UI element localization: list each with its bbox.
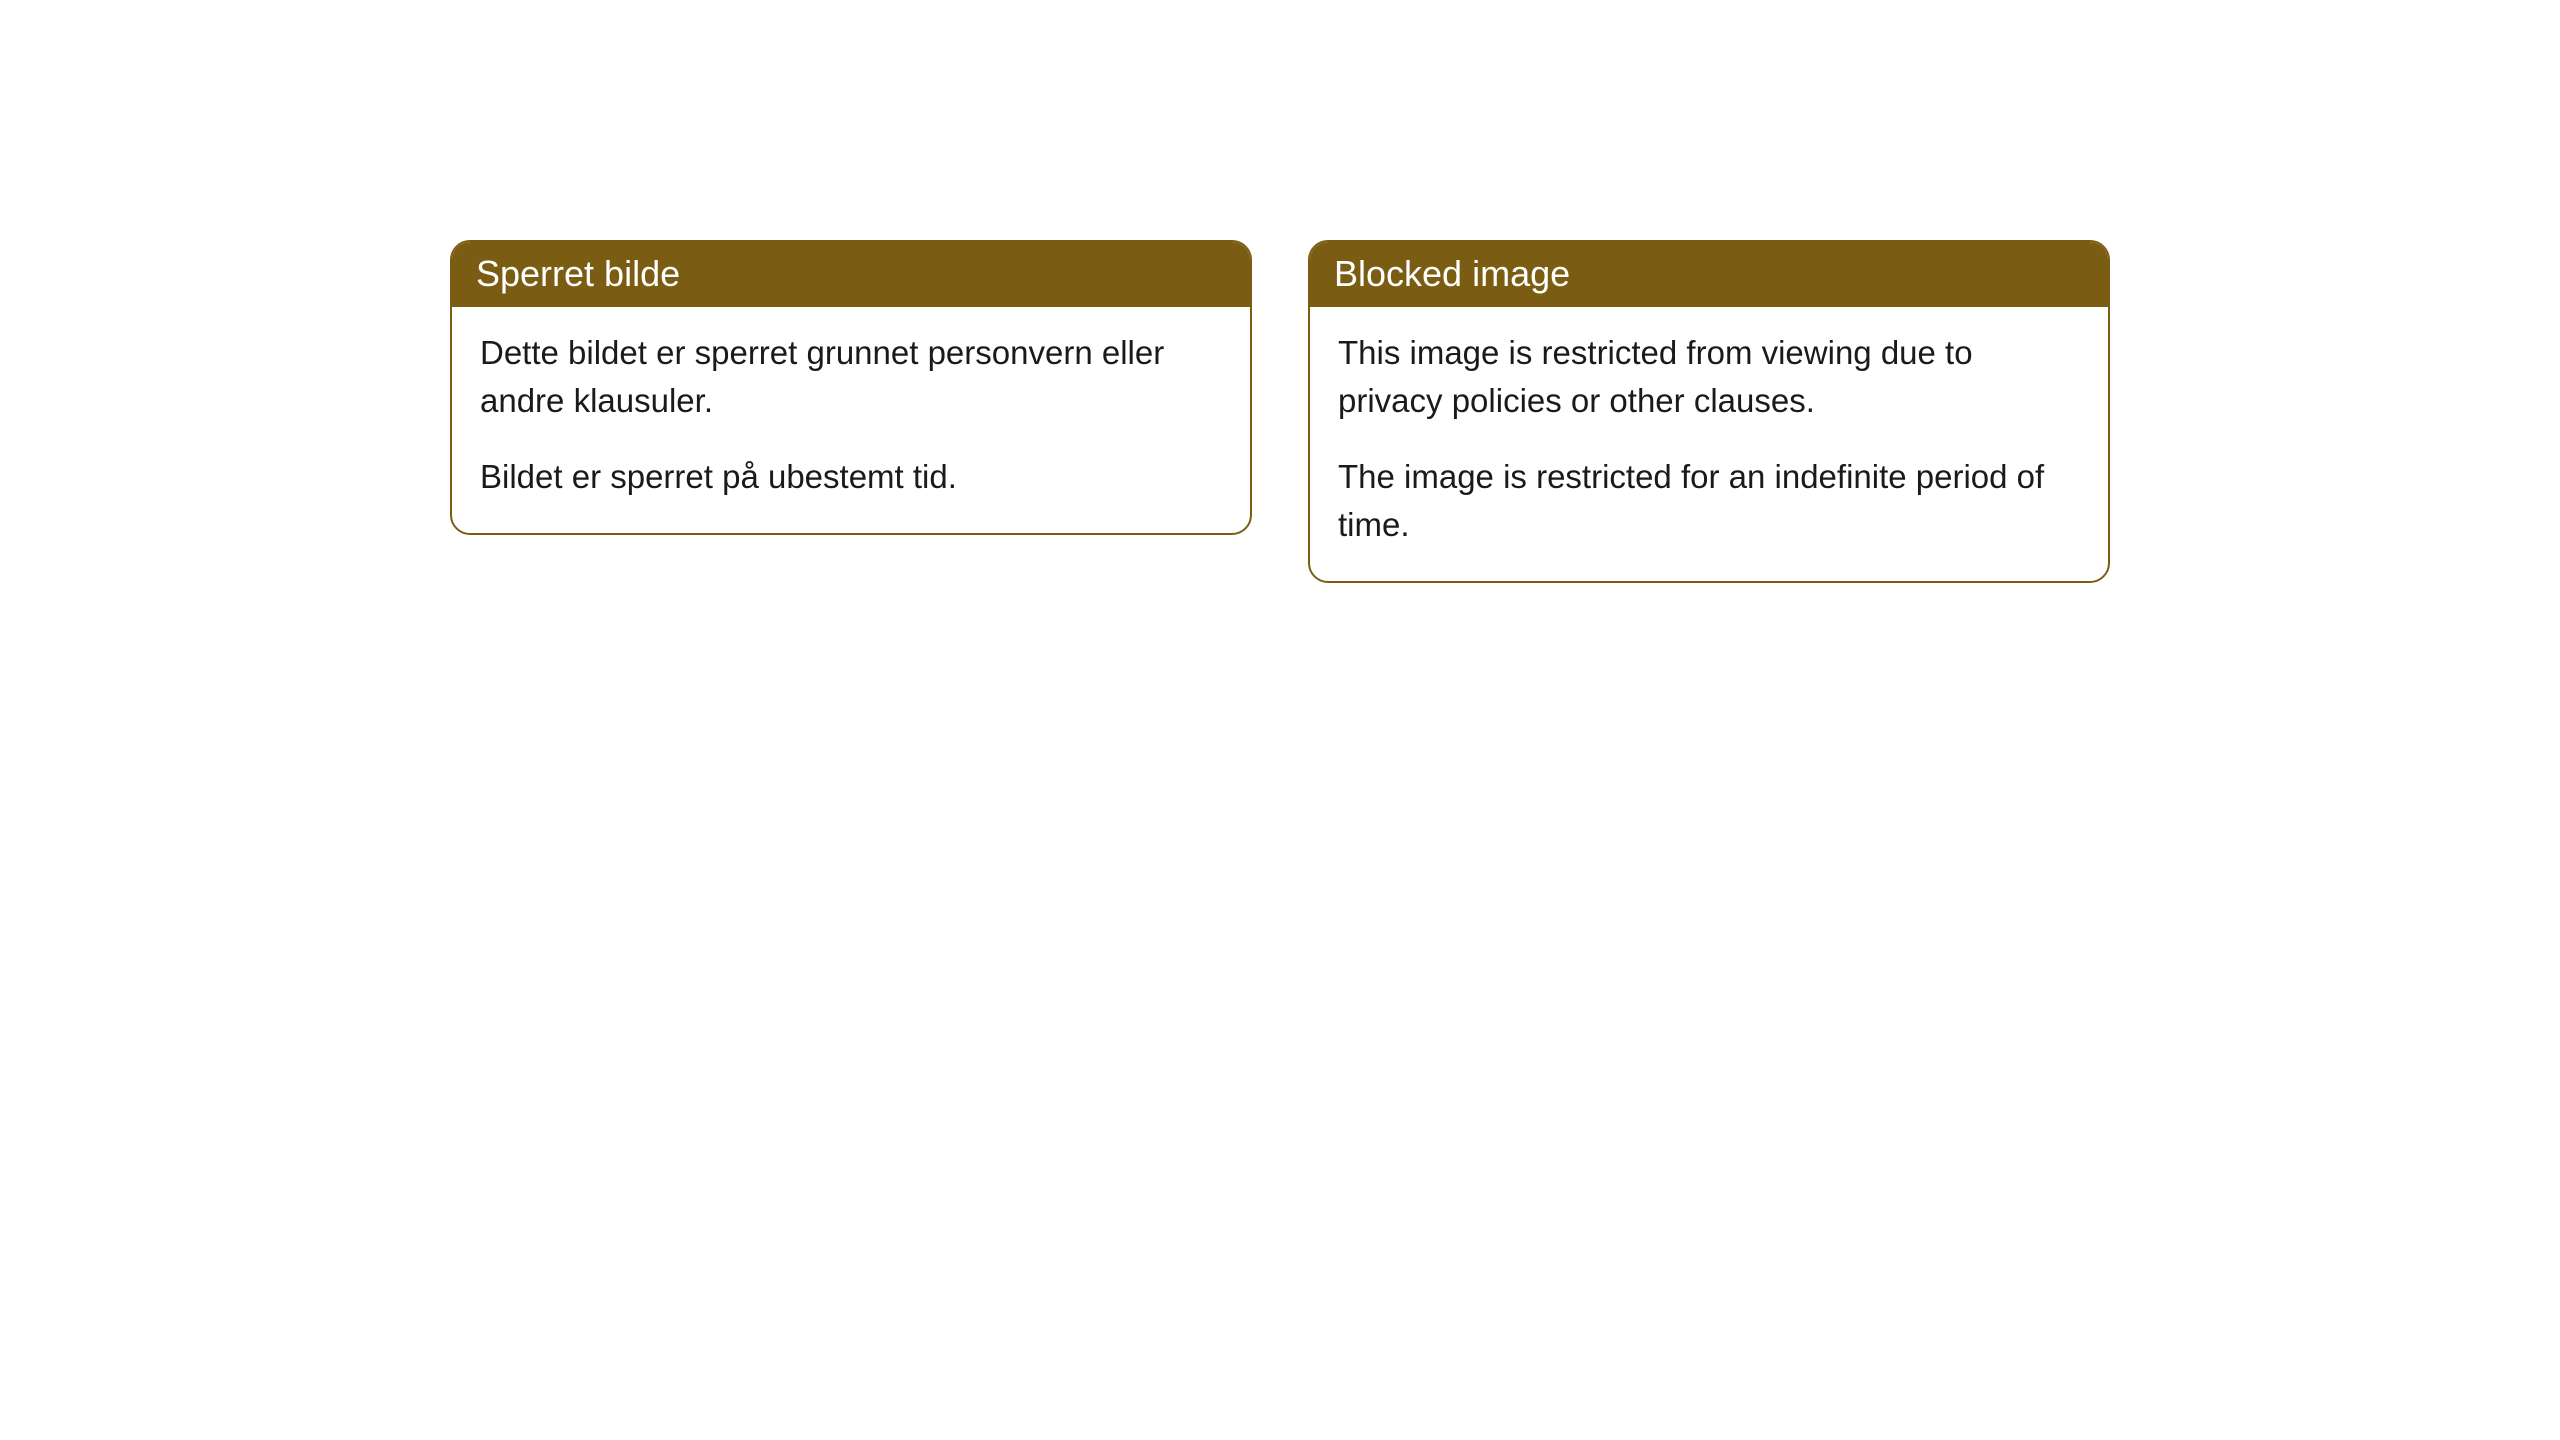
card-text-2: Bildet er sperret på ubestemt tid. <box>480 453 1222 501</box>
blocked-image-card-en: Blocked image This image is restricted f… <box>1308 240 2110 583</box>
card-header: Sperret bilde <box>452 242 1250 307</box>
card-text-1: This image is restricted from viewing du… <box>1338 329 2080 425</box>
card-body: Dette bildet er sperret grunnet personve… <box>452 307 1250 533</box>
card-body: This image is restricted from viewing du… <box>1310 307 2108 580</box>
blocked-image-card-no: Sperret bilde Dette bildet er sperret gr… <box>450 240 1252 535</box>
card-text-2: The image is restricted for an indefinit… <box>1338 453 2080 549</box>
card-header: Blocked image <box>1310 242 2108 307</box>
card-text-1: Dette bildet er sperret grunnet personve… <box>480 329 1222 425</box>
